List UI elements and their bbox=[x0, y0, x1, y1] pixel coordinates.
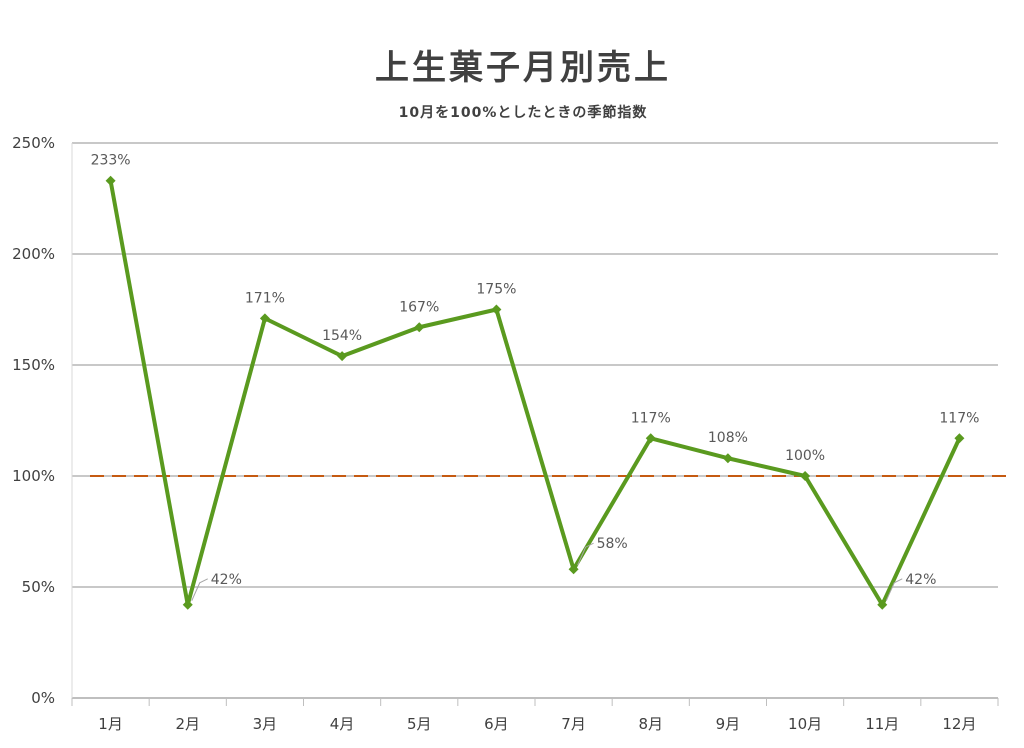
data-label: 108% bbox=[708, 430, 748, 446]
data-label: 167% bbox=[399, 299, 439, 315]
x-tick-label: 9月 bbox=[716, 715, 741, 733]
x-tick-label: 12月 bbox=[942, 715, 976, 733]
x-tick-label: 1月 bbox=[98, 715, 123, 733]
data-label: 154% bbox=[322, 328, 362, 344]
data-point bbox=[568, 564, 579, 575]
data-point bbox=[645, 433, 656, 444]
y-tick-label: 50% bbox=[22, 578, 55, 596]
y-tick-label: 100% bbox=[12, 467, 55, 485]
data-point bbox=[877, 599, 888, 610]
data-point bbox=[337, 351, 348, 362]
data-point bbox=[800, 471, 811, 481]
y-tick-label: 200% bbox=[12, 245, 55, 263]
x-tick-label: 2月 bbox=[175, 715, 200, 733]
gridlines bbox=[72, 142, 998, 699]
data-label: 233% bbox=[91, 153, 131, 169]
x-tick-label: 6月 bbox=[484, 715, 509, 733]
data-label-leader bbox=[577, 542, 594, 566]
data-point bbox=[722, 453, 733, 464]
x-tick-label: 3月 bbox=[253, 715, 278, 733]
data-point bbox=[105, 175, 116, 186]
x-tick-label: 4月 bbox=[330, 715, 355, 733]
chart-title: 上生菓子月別売上 bbox=[375, 48, 671, 88]
x-tick-label: 5月 bbox=[407, 715, 432, 733]
chart-subtitle: 10月を100%としたときの季節指数 bbox=[398, 105, 648, 121]
data-label: 100% bbox=[785, 448, 825, 464]
y-axis: 0% 50% 100% 150% 200% 250% bbox=[12, 134, 73, 707]
y-tick-label: 150% bbox=[12, 356, 55, 374]
series-line-group bbox=[105, 175, 965, 610]
x-axis: 1月 2月 3月 4月 5月 6月 7月 8月 9月 10月 11月 12月 bbox=[71, 698, 999, 733]
data-point bbox=[414, 322, 425, 333]
data-label: 117% bbox=[631, 410, 671, 426]
data-point bbox=[259, 313, 270, 324]
x-tick-label: 8月 bbox=[638, 715, 663, 733]
x-tick-label: 10月 bbox=[788, 715, 822, 733]
data-label: 175% bbox=[476, 282, 516, 298]
data-label-group: 233% 42% 171% 154% 167% 175% 58% 117% 108% 100% 42… bbox=[91, 153, 979, 601]
data-label: 58% bbox=[597, 536, 628, 552]
data-point bbox=[182, 599, 193, 610]
x-tick-label: 7月 bbox=[561, 715, 586, 733]
y-tick-label: 250% bbox=[12, 134, 55, 152]
x-tick-label: 11月 bbox=[865, 715, 899, 733]
y-tick-label: 0% bbox=[31, 689, 55, 707]
data-label: 171% bbox=[245, 290, 285, 306]
data-label-leader bbox=[885, 578, 903, 601]
series-line bbox=[108, 180, 962, 607]
data-label: 42% bbox=[211, 572, 242, 588]
data-label-leader bbox=[191, 578, 208, 601]
data-point bbox=[954, 433, 965, 444]
data-point bbox=[491, 304, 502, 315]
data-label: 117% bbox=[939, 410, 979, 426]
data-label: 42% bbox=[905, 572, 936, 588]
